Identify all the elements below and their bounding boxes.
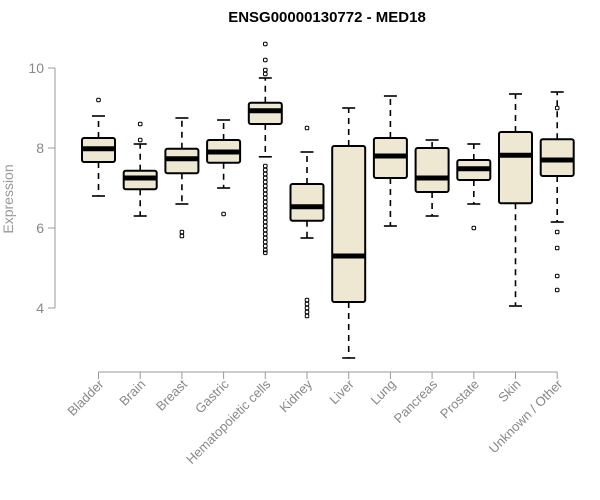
y-tick-label: 6 xyxy=(36,220,44,236)
box-group xyxy=(331,107,367,359)
box-group xyxy=(456,143,492,231)
outlier-point xyxy=(96,97,101,103)
outlier-point xyxy=(263,235,268,241)
outlier-point xyxy=(263,215,268,221)
outlier-point xyxy=(304,309,310,315)
x-tick-label: Breast xyxy=(153,376,190,413)
outlier-point xyxy=(304,301,310,307)
outlier-point xyxy=(263,191,268,197)
outlier-point xyxy=(304,313,310,319)
outlier-point xyxy=(554,105,560,111)
outlier-point xyxy=(263,67,268,73)
outlier-point xyxy=(263,231,268,237)
outlier-point xyxy=(304,125,310,131)
x-tick-label: Skin xyxy=(495,377,523,405)
box-group xyxy=(289,125,325,319)
outlier-point xyxy=(263,250,268,256)
box-group xyxy=(122,121,158,217)
y-axis-label: Expression xyxy=(0,164,16,233)
x-tick-label: Kidney xyxy=(276,376,315,415)
outlier-point xyxy=(263,207,268,213)
y-tick-label: 8 xyxy=(36,140,44,156)
outlier-point xyxy=(263,211,268,217)
outlier-point xyxy=(263,41,268,47)
iqr-box xyxy=(331,145,367,303)
x-tick-label: Unknown / Other xyxy=(486,376,566,456)
outlier-point xyxy=(263,223,268,229)
x-tick-label: Bladder xyxy=(64,376,107,419)
x-tick-label: Liver xyxy=(326,376,357,407)
iqr-box xyxy=(247,101,283,126)
outlier-point xyxy=(263,247,268,253)
outlier-point xyxy=(554,229,560,235)
box-group xyxy=(539,91,575,293)
y-tick-label: 10 xyxy=(28,60,44,76)
outlier-point xyxy=(554,245,560,251)
outlier-point xyxy=(179,229,185,235)
outlier-point xyxy=(263,243,268,249)
iqr-box xyxy=(414,147,450,193)
box-group xyxy=(414,139,450,217)
box-group xyxy=(206,119,242,217)
outlier-point xyxy=(263,171,268,177)
outlier-point xyxy=(304,297,310,303)
x-tick-label: Lung xyxy=(367,377,398,408)
outlier-point xyxy=(263,71,268,77)
outlier-point xyxy=(137,137,143,143)
outlier-point xyxy=(137,121,143,127)
outlier-point xyxy=(554,287,560,293)
outlier-point xyxy=(263,195,268,201)
outlier-point xyxy=(179,233,185,239)
x-tick-label: Prostate xyxy=(437,377,482,422)
outlier-point xyxy=(304,305,310,311)
x-tick-label: Brain xyxy=(116,377,148,409)
x-tick-label: Gastric xyxy=(192,376,232,416)
outlier-point xyxy=(221,211,226,217)
box-group xyxy=(247,41,283,256)
outlier-point xyxy=(554,273,560,279)
box-group xyxy=(81,97,116,197)
outlier-point xyxy=(263,203,268,209)
boxes-layer xyxy=(81,41,575,359)
x-tick-label: Pancreas xyxy=(391,376,441,426)
outlier-point xyxy=(263,187,268,193)
outlier-point xyxy=(263,239,268,245)
outlier-point xyxy=(263,199,268,205)
outlier-point xyxy=(263,183,268,189)
chart-title: ENSG00000130772 - MED18 xyxy=(228,9,426,26)
outlier-point xyxy=(263,227,268,233)
box-group xyxy=(498,93,533,307)
iqr-box xyxy=(289,183,325,222)
box-group xyxy=(164,117,200,239)
outlier-point xyxy=(471,225,477,231)
outlier-point xyxy=(263,219,268,225)
box-group xyxy=(372,95,408,227)
outlier-point xyxy=(263,57,268,63)
iqr-box xyxy=(498,131,533,205)
outlier-point xyxy=(263,163,268,169)
outlier-point xyxy=(263,167,268,173)
y-axis: 4 6 8 10 xyxy=(28,60,56,316)
outlier-point xyxy=(263,175,268,181)
outlier-point xyxy=(263,179,268,185)
y-tick-label: 4 xyxy=(36,300,44,316)
